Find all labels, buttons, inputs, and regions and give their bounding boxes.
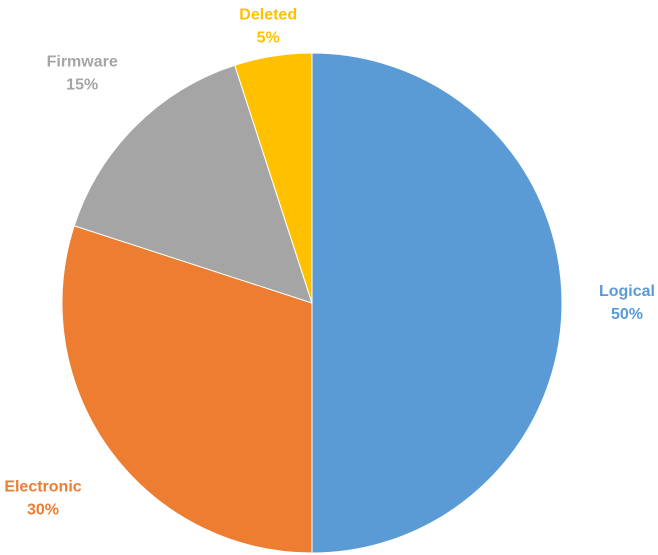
- slice-value-label: 30%: [27, 502, 59, 519]
- slice-label: Firmware: [47, 53, 118, 70]
- pie-slice: [311, 52, 563, 554]
- slice-value-label: 5%: [257, 30, 280, 47]
- slice-label: Electronic: [4, 479, 81, 496]
- pie-slice: [73, 64, 313, 304]
- pie-slice: [234, 52, 313, 304]
- slice-label: Deleted: [239, 7, 297, 24]
- pie-slice: [61, 225, 313, 554]
- slice-label: Logical: [599, 283, 655, 300]
- slice-value-label: 50%: [611, 306, 643, 323]
- slice-value-label: 15%: [66, 76, 98, 93]
